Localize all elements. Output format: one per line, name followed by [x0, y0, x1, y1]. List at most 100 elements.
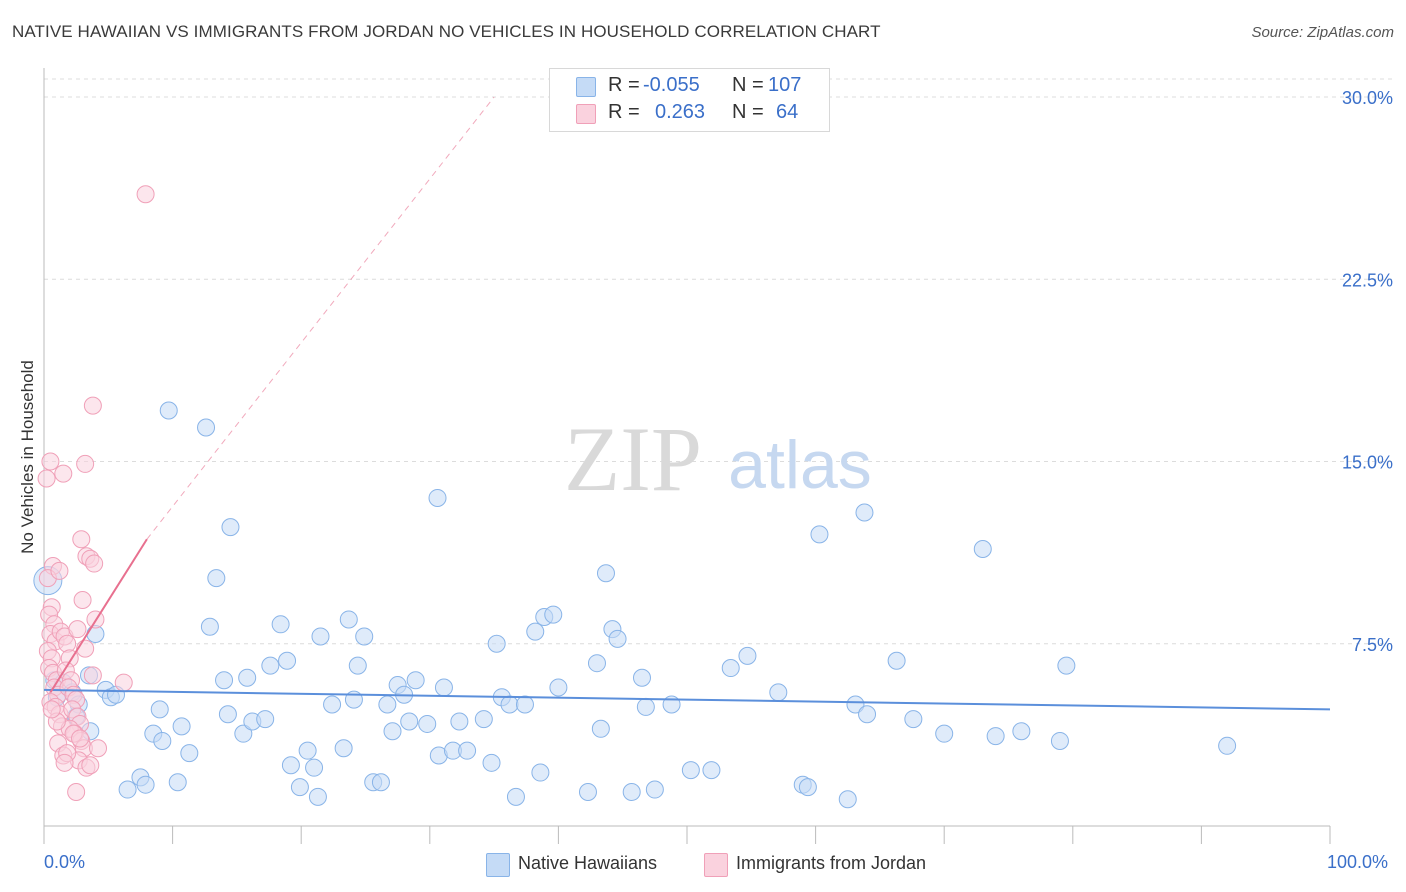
- legend-n-value: 64: [776, 101, 799, 123]
- point-native-hawaiians: [153, 731, 172, 750]
- point-native-hawaiians: [168, 773, 187, 792]
- y-tick-label: 15.0%: [1342, 453, 1393, 473]
- point-native-hawaiians: [180, 744, 199, 763]
- x-tick-min: 0.0%: [44, 852, 86, 872]
- point-native-hawaiians: [935, 724, 954, 743]
- point-native-hawaiians: [150, 700, 169, 719]
- point-jordan: [37, 469, 56, 488]
- point-native-hawaiians: [308, 787, 327, 806]
- point-native-hawaiians: [622, 782, 641, 801]
- point-native-hawaiians: [500, 695, 519, 714]
- point-jordan: [76, 639, 95, 658]
- point-native-hawaiians: [482, 753, 501, 772]
- point-native-hawaiians: [531, 763, 550, 782]
- point-native-hawaiians: [136, 775, 155, 794]
- point-native-hawaiians: [506, 787, 525, 806]
- point-native-hawaiians: [207, 569, 226, 588]
- point-jordan: [58, 634, 77, 653]
- trend-lines: [43, 96, 1331, 711]
- legend-r-label: R =: [608, 101, 640, 123]
- point-native-hawaiians: [450, 712, 469, 731]
- point-native-hawaiians: [278, 651, 297, 670]
- point-native-hawaiians: [769, 683, 788, 702]
- point-native-hawaiians: [434, 678, 453, 697]
- point-native-hawaiians: [339, 610, 358, 629]
- point-jordan: [114, 673, 133, 692]
- point-native-hawaiians: [118, 780, 137, 799]
- point-native-hawaiians: [323, 695, 342, 714]
- point-native-hawaiians: [887, 651, 906, 670]
- point-native-hawaiians: [846, 695, 865, 714]
- point-native-hawaiians: [973, 539, 992, 558]
- point-native-hawaiians: [1050, 731, 1069, 750]
- legend-swatch-blue: [576, 77, 596, 97]
- point-jordan: [42, 700, 61, 719]
- chart-title: NATIVE HAWAIIAN VS IMMIGRANTS FROM JORDA…: [12, 22, 881, 41]
- point-native-hawaiians: [681, 761, 700, 780]
- point-native-hawaiians: [406, 671, 425, 690]
- point-jordan: [136, 185, 155, 204]
- point-native-hawaiians: [215, 671, 234, 690]
- point-native-hawaiians: [632, 668, 651, 687]
- watermark-zip: ZIP: [564, 408, 702, 510]
- legend-swatch-pink: [704, 853, 728, 877]
- point-jordan: [73, 591, 92, 610]
- point-native-hawaiians: [1012, 722, 1031, 741]
- point-native-hawaiians: [355, 627, 374, 646]
- point-native-hawaiians: [400, 712, 419, 731]
- point-native-hawaiians: [544, 605, 563, 624]
- trend-line-native-hawaiians: [43, 688, 1331, 711]
- point-native-hawaiians: [159, 401, 178, 420]
- point-native-hawaiians: [234, 724, 253, 743]
- legend-n-value: 107: [768, 74, 802, 96]
- point-jordan: [41, 452, 60, 471]
- x-tick-max: 100.0%: [1327, 852, 1389, 872]
- point-jordan: [67, 782, 86, 801]
- legend-label: Immigrants from Jordan: [736, 853, 927, 873]
- point-native-hawaiians: [721, 659, 740, 678]
- point-native-hawaiians: [702, 761, 721, 780]
- point-native-hawaiians: [458, 741, 477, 760]
- point-native-hawaiians: [271, 615, 290, 634]
- point-native-hawaiians: [838, 790, 857, 809]
- point-native-hawaiians: [348, 656, 367, 675]
- point-native-hawaiians: [197, 418, 216, 437]
- point-native-hawaiians: [281, 756, 300, 775]
- trend-line-jordan-extension: [146, 96, 495, 540]
- point-native-hawaiians: [858, 705, 877, 724]
- point-jordan: [85, 554, 104, 573]
- grid-lines: [44, 78, 1393, 645]
- point-native-hawaiians: [591, 719, 610, 738]
- point-native-hawaiians: [256, 710, 275, 729]
- point-native-hawaiians: [298, 741, 317, 760]
- point-jordan: [71, 729, 90, 748]
- point-native-hawaiians: [418, 714, 437, 733]
- legend-r-value: -0.055: [643, 74, 700, 96]
- legend-row-native-hawaiians: R = -0.055 N = 107: [550, 74, 829, 100]
- legend-row-jordan: R = 0.263 N = 64: [550, 101, 829, 127]
- point-native-hawaiians: [200, 617, 219, 636]
- point-native-hawaiians: [636, 697, 655, 716]
- point-native-hawaiians: [334, 739, 353, 758]
- point-jordan: [83, 666, 102, 685]
- point-jordan: [81, 756, 100, 775]
- point-native-hawaiians: [645, 780, 664, 799]
- legend-label: Native Hawaiians: [518, 853, 658, 873]
- point-native-hawaiians: [738, 646, 757, 665]
- point-native-hawaiians: [261, 656, 280, 675]
- point-native-hawaiians: [305, 758, 324, 777]
- point-native-hawaiians: [810, 525, 829, 544]
- point-jordan: [50, 561, 69, 580]
- axes: [43, 68, 1331, 844]
- point-jordan: [76, 454, 95, 473]
- point-native-hawaiians: [172, 717, 191, 736]
- point-native-hawaiians: [596, 564, 615, 583]
- point-native-hawaiians: [383, 722, 402, 741]
- point-jordan: [83, 396, 102, 415]
- legend-swatch-pink: [576, 104, 596, 124]
- legend-n-label: N =: [732, 74, 764, 96]
- point-native-hawaiians: [1057, 656, 1076, 675]
- source-label: Source: ZipAtlas.com: [1251, 24, 1394, 41]
- point-native-hawaiians: [549, 678, 568, 697]
